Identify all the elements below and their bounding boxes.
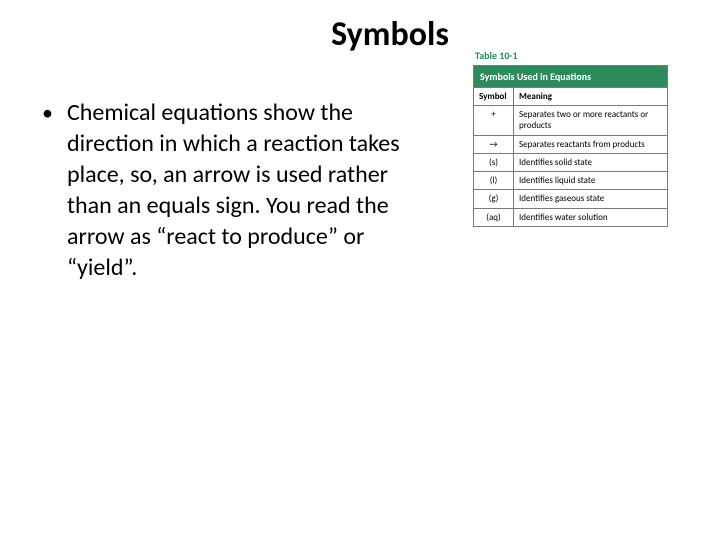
content-area: • Chemical equations show the direction … xyxy=(0,97,720,283)
table-header-title: Symbols Used in Equations xyxy=(474,66,668,88)
symbols-table: Symbols Used in Equations Symbol Meaning… xyxy=(473,65,668,227)
symbol-cell: (l) xyxy=(474,172,514,190)
table-label: Table 10-1 xyxy=(473,49,668,62)
symbol-cell: (g) xyxy=(474,190,514,208)
table-row: (g) Identifies gaseous state xyxy=(474,190,668,208)
meaning-cell: Identifies gaseous state xyxy=(514,190,668,208)
table-col-meaning: Meaning xyxy=(514,88,668,106)
table-row: (l) Identifies liquid state xyxy=(474,172,668,190)
meaning-cell: Identifies solid state xyxy=(514,153,668,171)
bullet-dot-icon: • xyxy=(42,97,53,128)
symbol-cell: (aq) xyxy=(474,208,514,226)
table-col-symbol: Symbol xyxy=(474,88,514,106)
table-row: + Separates two or more reactants or pro… xyxy=(474,106,668,136)
table-row: (aq) Identifies water solution xyxy=(474,208,668,226)
meaning-cell: Identifies water solution xyxy=(514,208,668,226)
symbol-cell: → xyxy=(474,135,514,153)
meaning-cell: Identifies liquid state xyxy=(514,172,668,190)
symbol-cell: + xyxy=(474,106,514,136)
bullet-text: Chemical equations show the direction in… xyxy=(67,97,415,283)
table-row: (s) Identifies solid state xyxy=(474,153,668,171)
table-row: → Separates reactants from products xyxy=(474,135,668,153)
symbol-cell: (s) xyxy=(474,153,514,171)
bullet-list: • Chemical equations show the direction … xyxy=(0,97,415,283)
bullet-item: • Chemical equations show the direction … xyxy=(42,97,415,283)
meaning-cell: Separates reactants from products xyxy=(514,135,668,153)
table-container: Table 10-1 Symbols Used in Equations Sym… xyxy=(473,49,668,227)
meaning-cell: Separates two or more reactants or produ… xyxy=(514,106,668,136)
